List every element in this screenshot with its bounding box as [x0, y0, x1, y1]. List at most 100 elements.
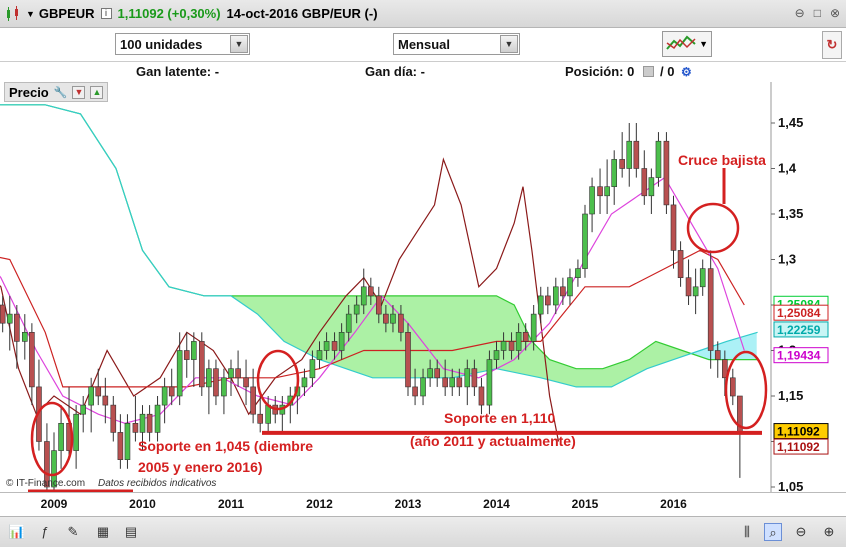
gan-dia: Gan día: -	[365, 64, 425, 79]
title-bar: ▼ GBPEUR i 1,11092 (+0,30%) 14-oct-2016 …	[0, 0, 846, 28]
candle-body	[95, 386, 102, 397]
candle-body	[670, 204, 677, 251]
candle-body	[456, 377, 463, 388]
minimize-icon[interactable]: ⊖	[794, 6, 805, 20]
candle-body	[353, 304, 360, 315]
layout-icon[interactable]: ▤	[124, 524, 138, 539]
price-chart[interactable]: 1,451,41,351,31,251,21,151,11,0511,25084…	[0, 82, 846, 492]
candle-body	[146, 413, 153, 433]
candle-body	[132, 422, 139, 433]
posicion-sep: / 0	[660, 64, 675, 79]
bottom-toolbar: 📊 ƒ ✎ ▦ ▤ ⫼ ⌕ ⊖ ⊕	[0, 516, 846, 547]
candle-body	[677, 250, 684, 278]
y-value-box	[773, 304, 829, 321]
candle-body	[139, 413, 146, 433]
candle-body	[345, 313, 352, 333]
chikou-line	[0, 157, 560, 442]
candle-body	[478, 386, 485, 406]
candle-body	[412, 386, 418, 397]
candle-body	[73, 413, 79, 451]
candle-body	[589, 186, 595, 215]
candle-body	[110, 404, 117, 433]
candle-body	[80, 404, 87, 415]
wrench-icon[interactable]: 🔧	[53, 86, 68, 99]
candle-body	[398, 313, 404, 333]
position-close-icon[interactable]	[643, 66, 654, 77]
candle-body	[309, 359, 316, 379]
candle-body	[124, 422, 131, 460]
units-select[interactable]: 100 unidades ▼	[115, 33, 250, 55]
y-tick-label: 1,35	[778, 206, 803, 221]
candle-body	[316, 350, 323, 360]
move-down-icon[interactable]: ▼	[72, 85, 86, 99]
restore-icon[interactable]: □	[813, 6, 821, 20]
candle-body	[663, 140, 670, 206]
candle-body	[722, 359, 728, 379]
candle-body	[434, 368, 441, 379]
candle-body	[6, 313, 13, 324]
annotation-circle-2016	[724, 350, 768, 430]
candle-body	[183, 350, 190, 360]
chevron-down-icon[interactable]: ▼	[500, 35, 518, 53]
candle-body	[331, 341, 338, 351]
chevron-down-icon[interactable]: ▼	[699, 39, 708, 49]
candle-body	[611, 159, 618, 188]
annotation-soporte-1045-line1: Soporte en 1,045 (diembre	[138, 438, 313, 454]
y-tick-label: 1,45	[778, 115, 803, 130]
candle-body	[633, 140, 640, 169]
candle-body	[176, 350, 183, 397]
y-tick-label: 1,4	[778, 161, 797, 176]
candle-body	[449, 377, 456, 388]
chart-type-icon[interactable]: 📊	[8, 524, 26, 539]
candle-body	[575, 268, 581, 279]
grid-icon[interactable]: ▦	[96, 524, 110, 539]
move-up-icon[interactable]: ▲	[90, 85, 104, 99]
indicator-icon[interactable]: ƒ	[41, 524, 49, 539]
position-info-bar: Gan latente: - Gan día: - Posición: 0 / …	[0, 62, 846, 82]
candle-body	[102, 395, 109, 406]
candle-body	[508, 341, 515, 351]
annotation-soporte-1110-line2: (año 2011 y actualmente)	[410, 433, 576, 449]
candle-body	[390, 313, 396, 324]
info-icon[interactable]: i	[100, 8, 112, 19]
zoom-in-icon[interactable]: ⊕	[823, 524, 835, 539]
candle-body	[604, 186, 610, 197]
chevron-down-icon[interactable]: ▼	[230, 35, 248, 53]
annotation-soporte-1045-line2: 2005 y enero 2016)	[138, 459, 263, 475]
close-icon[interactable]: ⊗	[829, 6, 840, 20]
refresh-icon[interactable]: ↻	[822, 31, 842, 59]
symbol-dropdown-icon[interactable]: ▼	[26, 8, 35, 19]
candles-icon[interactable]: ⫼	[744, 524, 750, 539]
kijun-line	[0, 249, 745, 388]
zoom-out-icon[interactable]: ⊖	[795, 524, 807, 539]
candle-body	[51, 450, 57, 488]
panel-label: Precio 🔧 ▼ ▲	[4, 82, 109, 102]
gear-icon[interactable]: ⚙	[681, 65, 692, 79]
senkou-b-line	[0, 104, 758, 388]
x-tick-label: 2011	[217, 497, 245, 511]
candle-body	[257, 413, 264, 424]
candle-body	[655, 140, 662, 178]
candle-body	[21, 332, 28, 342]
gan-latente: Gan latente: -	[136, 64, 220, 79]
candle-body	[692, 286, 699, 297]
candle-body	[471, 368, 478, 388]
symbol-label[interactable]: GBPEUR	[38, 6, 95, 21]
zoom-fit-icon[interactable]: ⌕	[764, 523, 782, 541]
chart-tools-button[interactable]: ▼	[662, 31, 712, 57]
candle-body	[243, 377, 249, 388]
candle-body	[699, 268, 706, 288]
candle-body	[427, 368, 433, 379]
candle-body	[515, 332, 522, 351]
window-title: 14-oct-2016 GBP/EUR (-)	[226, 6, 378, 21]
candle-body	[168, 386, 175, 397]
candle-body	[545, 295, 551, 306]
candle-body	[500, 341, 507, 351]
candle-body	[486, 359, 493, 406]
x-tick-label: 2012	[306, 497, 333, 511]
draw-icon[interactable]: ✎	[67, 524, 79, 539]
period-select[interactable]: Mensual ▼	[393, 33, 520, 55]
candlestick-app-icon[interactable]	[4, 5, 22, 23]
candle-body	[442, 377, 448, 388]
candle-body	[383, 313, 389, 324]
